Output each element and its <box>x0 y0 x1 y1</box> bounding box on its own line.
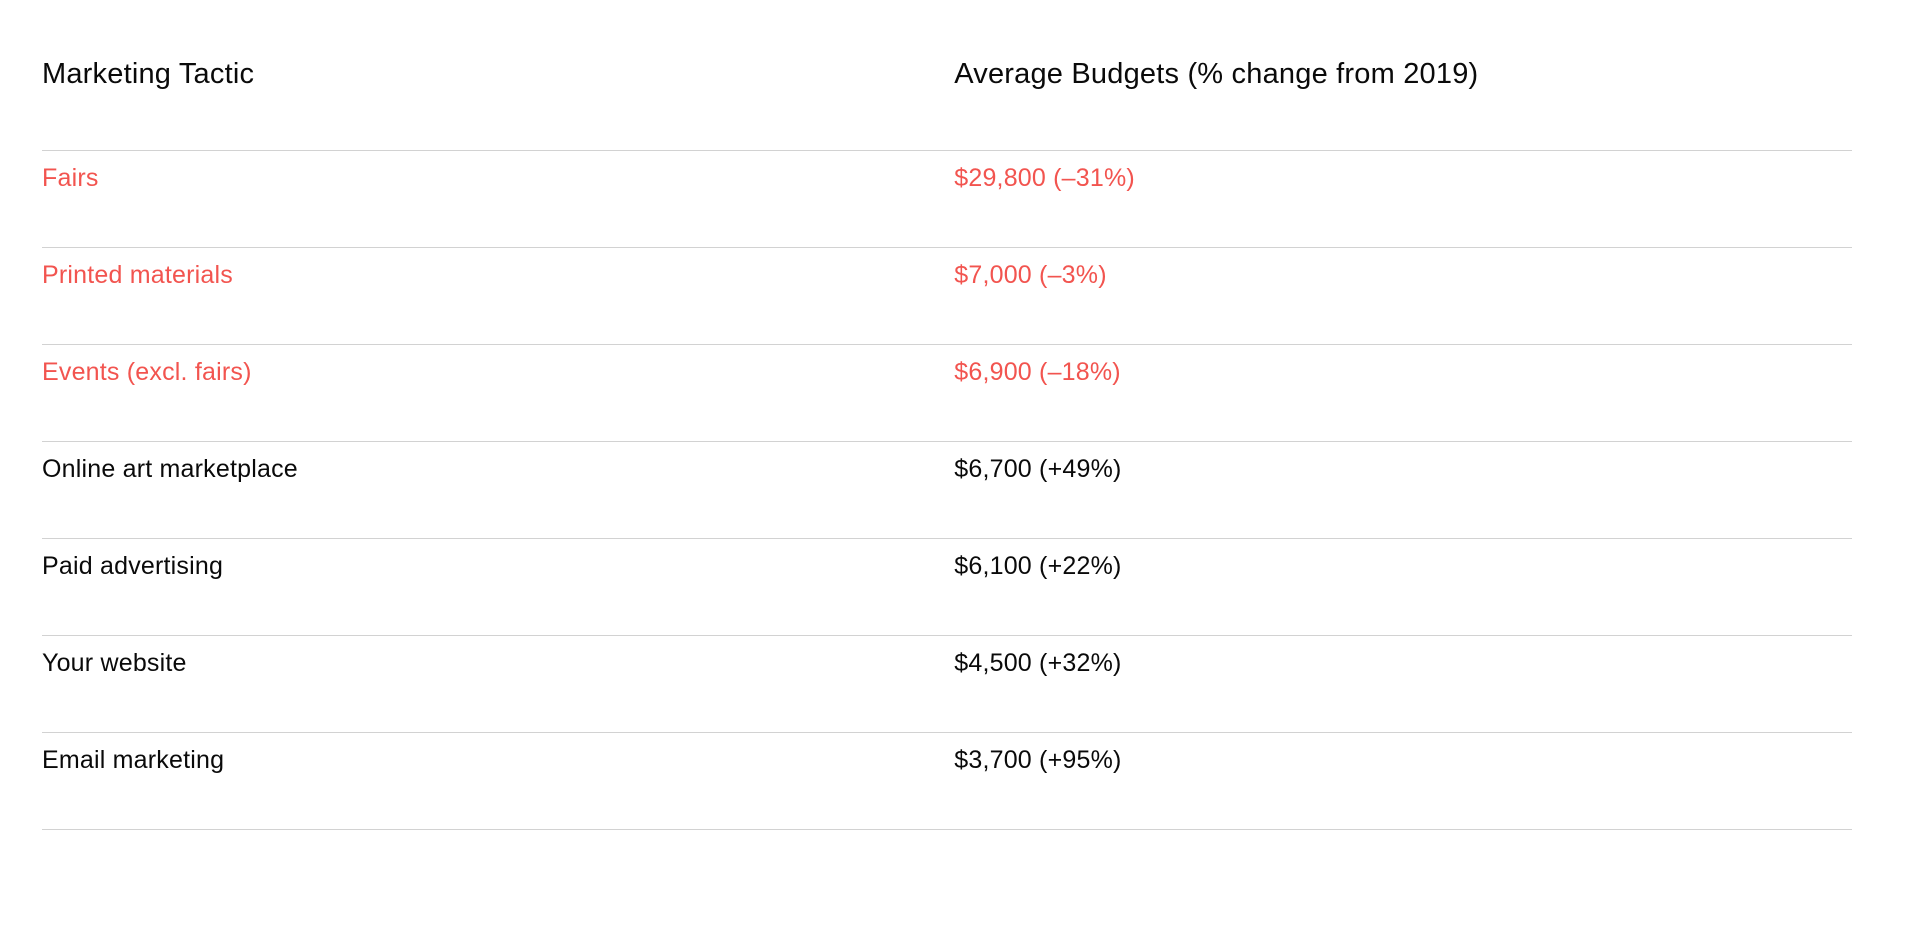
table-row: Printed materials $7,000 (–3%) <box>42 247 1852 345</box>
table-row: Paid advertising $6,100 (+22%) <box>42 538 1852 636</box>
cell-budget: $6,900 (–18%) <box>954 358 1121 386</box>
cell-tactic: Your website <box>42 649 187 677</box>
table-row: Your website $4,500 (+32%) <box>42 635 1852 733</box>
cell-tactic: Events (excl. fairs) <box>42 358 252 386</box>
cell-tactic: Fairs <box>42 164 99 192</box>
cell-budget: $6,700 (+49%) <box>954 455 1122 483</box>
cell-budget: $29,800 (–31%) <box>954 164 1135 192</box>
cell-budget: $7,000 (–3%) <box>954 261 1107 289</box>
marketing-budget-table-container: Marketing Tactic Average Budgets (% chan… <box>42 0 1852 830</box>
column-header-average-budgets: Average Budgets (% change from 2019) <box>954 58 1479 90</box>
table-row: Events (excl. fairs) $6,900 (–18%) <box>42 344 1852 442</box>
table-body: Fairs $29,800 (–31%) Printed materials $7,0… <box>42 150 1852 830</box>
column-header-marketing-tactic: Marketing Tactic <box>42 58 255 90</box>
cell-budget: $3,700 (+95%) <box>954 746 1122 774</box>
cell-budget: $6,100 (+22%) <box>954 552 1122 580</box>
table-header: Marketing Tactic Average Budgets (% chan… <box>42 0 1852 151</box>
table-row: Fairs $29,800 (–31%) <box>42 150 1852 248</box>
header-row: Marketing Tactic Average Budgets (% chan… <box>42 0 1852 151</box>
table-row: Online art marketplace $6,700 (+49%) <box>42 441 1852 539</box>
cell-budget: $4,500 (+32%) <box>954 649 1122 677</box>
cell-tactic: Paid advertising <box>42 552 224 580</box>
table-row: Email marketing $3,700 (+95%) <box>42 732 1852 830</box>
cell-tactic: Online art marketplace <box>42 455 298 483</box>
cell-tactic: Email marketing <box>42 746 225 774</box>
marketing-budget-table: Marketing Tactic Average Budgets (% chan… <box>42 0 1852 830</box>
cell-tactic: Printed materials <box>42 261 233 289</box>
